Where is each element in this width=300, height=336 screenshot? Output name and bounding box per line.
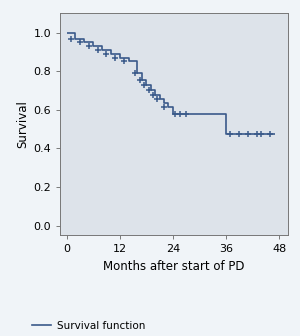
Legend: Survival function, Censored: Survival function, Censored xyxy=(28,317,150,336)
X-axis label: Months after start of PD: Months after start of PD xyxy=(103,260,245,273)
Y-axis label: Survival: Survival xyxy=(16,100,29,148)
